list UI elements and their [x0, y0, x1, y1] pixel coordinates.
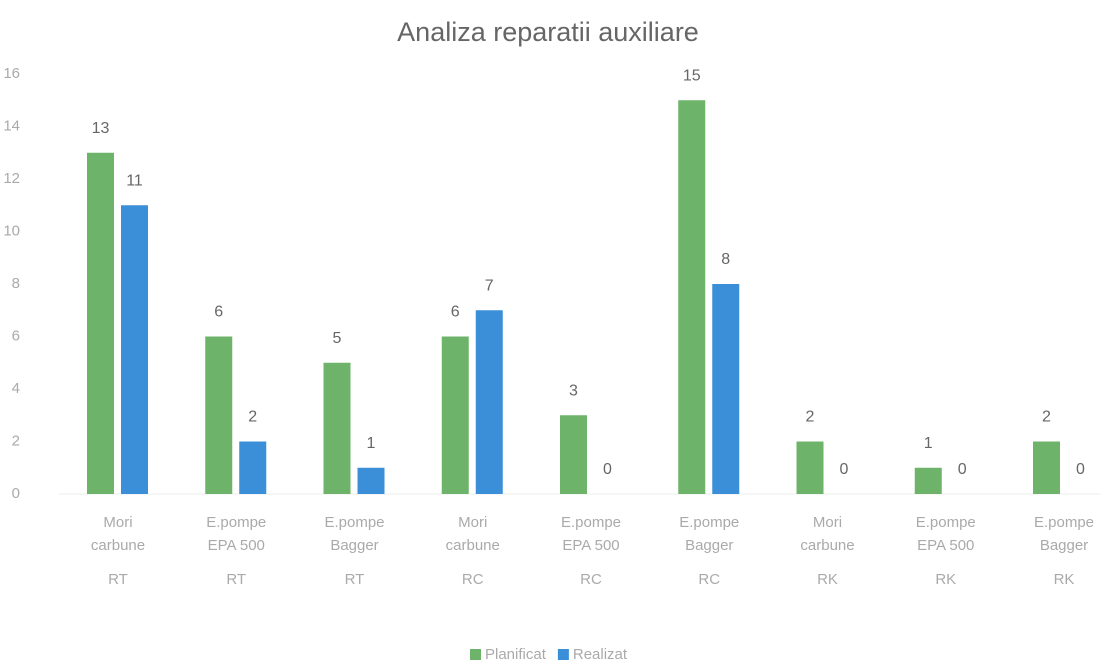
group-label: RK: [817, 571, 838, 588]
x-tick-label: Bagger: [685, 537, 733, 554]
bar: [205, 336, 233, 494]
x-tick-label: E.pompe: [1034, 514, 1094, 531]
data-label: 0: [840, 461, 849, 478]
x-tick-label: E.pompe: [324, 514, 384, 531]
x-tick-label: Mori: [103, 514, 132, 531]
data-label: 13: [92, 120, 110, 137]
data-label: 8: [721, 251, 730, 268]
bar: [712, 284, 740, 494]
bar: [441, 336, 469, 494]
group-label: RT: [226, 571, 246, 588]
y-tick-label: 6: [12, 327, 20, 344]
legend-swatch: [557, 649, 569, 660]
group-label: RK: [1054, 571, 1075, 588]
x-tick-label: Bagger: [1040, 537, 1088, 554]
bar: [475, 310, 503, 494]
y-tick-label: 12: [3, 170, 20, 187]
bar: [1033, 441, 1060, 494]
y-tick-label: 2: [12, 432, 20, 449]
data-label: 5: [333, 330, 342, 347]
x-tick-label: Mori: [813, 514, 842, 531]
data-label: 6: [451, 304, 460, 321]
x-tick-label: E.pompe: [206, 514, 266, 531]
legend-label: Planificat: [485, 646, 547, 663]
bar: [796, 441, 824, 494]
x-tick-label: Mori: [458, 514, 487, 531]
bar: [323, 362, 351, 494]
chart-title: Analiza reparatii auxiliare: [397, 17, 699, 47]
data-label: 1: [924, 435, 933, 452]
bar: [357, 467, 385, 494]
x-tick-label: Bagger: [330, 537, 378, 554]
data-label: 3: [569, 382, 578, 399]
data-label: 15: [683, 67, 701, 84]
group-label: RC: [462, 571, 484, 588]
x-tick-label: carbune: [91, 537, 145, 554]
y-tick-label: 10: [3, 222, 20, 239]
bar: [678, 100, 706, 494]
data-label: 0: [1076, 461, 1085, 478]
bar: [239, 441, 267, 494]
y-tick-label: 16: [3, 65, 20, 82]
legend-swatch: [470, 649, 481, 660]
x-tick-label: carbune: [800, 537, 854, 554]
x-tick-label: EPA 500: [208, 537, 265, 554]
bar: [560, 415, 587, 494]
y-tick-label: 14: [3, 117, 20, 134]
data-label: 7: [485, 277, 494, 294]
x-tick-label: E.pompe: [679, 514, 739, 531]
data-label: 6: [214, 304, 223, 321]
data-label: 2: [1042, 409, 1051, 426]
group-label: RT: [108, 571, 128, 588]
bar: [121, 205, 148, 494]
group-label: RC: [580, 571, 602, 588]
x-tick-label: EPA 500: [562, 537, 619, 554]
x-tick-label: E.pompe: [561, 514, 621, 531]
data-label: 2: [806, 409, 815, 426]
data-label: 2: [248, 409, 257, 426]
y-tick-label: 4: [12, 380, 20, 397]
group-label: RC: [698, 571, 720, 588]
data-label: 1: [367, 435, 376, 452]
bar: [914, 467, 942, 494]
data-label: 0: [958, 461, 967, 478]
group-label: RK: [935, 571, 956, 588]
y-tick-label: 8: [12, 275, 20, 292]
x-tick-label: carbune: [446, 537, 500, 554]
bar: [87, 152, 114, 494]
data-label: 0: [603, 461, 612, 478]
group-label: RT: [345, 571, 365, 588]
data-label: 11: [126, 172, 143, 189]
x-tick-label: E.pompe: [916, 514, 976, 531]
x-tick-label: EPA 500: [917, 537, 974, 554]
legend-label: Realizat: [573, 646, 628, 663]
y-tick-label: 0: [12, 485, 20, 502]
